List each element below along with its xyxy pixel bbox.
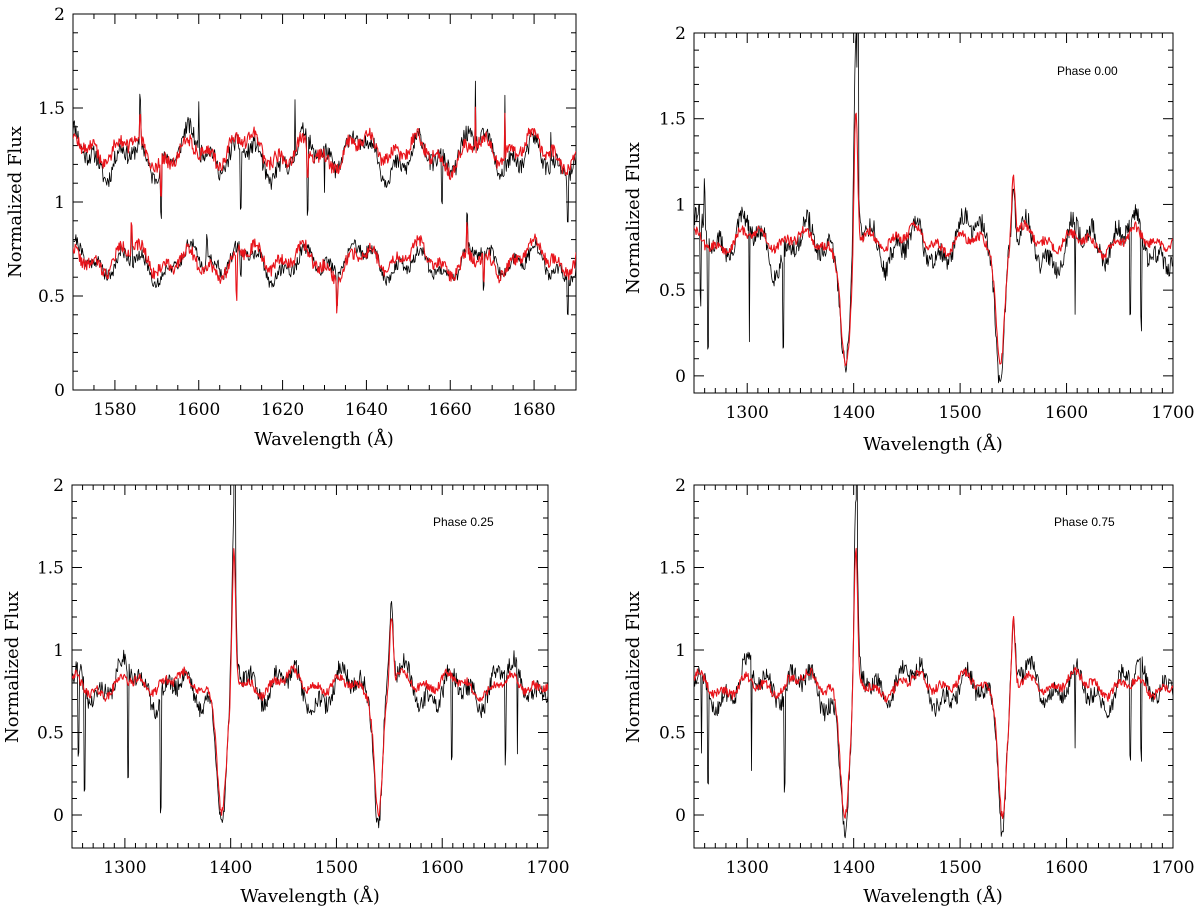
- x-tick-labels: 1580 1600 1620 1640 1660 1680: [93, 400, 555, 420]
- x-tick-label: 1660: [429, 400, 472, 420]
- y-tick-label: 1: [675, 195, 686, 215]
- y-tick-labels: 0 0.5 1 1.5 2: [37, 476, 64, 826]
- x-tick-label: 1680: [512, 400, 555, 420]
- y-axis-label: Normalized Flux: [623, 142, 644, 294]
- y-tick-labels: 0 0.5 1 1.5 2: [659, 24, 686, 387]
- x-tick-label: 1620: [261, 400, 304, 420]
- y-tick-label: 1.5: [38, 99, 65, 119]
- y-tick-label: 0.5: [38, 287, 65, 307]
- observed-spectrum-line: [694, 485, 1173, 839]
- x-tick-label: 1400: [832, 403, 875, 423]
- y-tick-label: 0.5: [659, 724, 686, 744]
- plot-frame: [72, 13, 577, 391]
- x-tick-label: 1400: [209, 858, 252, 878]
- y-tick-label: 0: [53, 806, 64, 826]
- tick-marks: [72, 13, 577, 391]
- plot-frame: [71, 484, 549, 849]
- y-tick-label: 2: [675, 24, 686, 44]
- y-tick-label: 2: [54, 5, 65, 25]
- x-axis-label: Wavelength (Å): [863, 433, 1003, 455]
- x-tick-label: 1600: [1045, 403, 1088, 423]
- model-spectrum-line: [72, 548, 548, 817]
- phase-annotation: Phase 0.75: [1054, 515, 1115, 529]
- x-tick-label: 1500: [938, 403, 981, 423]
- model-spectrum-line: [694, 112, 1173, 367]
- x-tick-label: 1300: [103, 858, 146, 878]
- x-tick-label: 1580: [93, 400, 136, 420]
- y-tick-labels: 0 0.5 1 1.5 2: [659, 476, 686, 826]
- panel-top-left: 1580 1600 1620 1640 1660 1680 0 0.5 1 1.5 2 Wavel…: [5, 5, 577, 450]
- observed-spectrum-line: [694, 33, 1173, 384]
- series-group: [694, 485, 1173, 839]
- x-tick-label: 1500: [315, 858, 358, 878]
- y-tick-label: 2: [53, 476, 64, 496]
- y-tick-label: 0.5: [37, 724, 64, 744]
- x-tick-labels: 1300 1400 1500 1600 1700: [103, 858, 569, 878]
- x-tick-label: 1700: [1151, 858, 1194, 878]
- tick-marks: [693, 32, 1174, 394]
- tick-marks: [693, 484, 1174, 849]
- x-axis-label: Wavelength (Å): [863, 885, 1003, 907]
- x-tick-label: 1500: [938, 858, 981, 878]
- x-axis-label: Wavelength (Å): [240, 885, 380, 907]
- panel-top-right: 1300 1400 1500 1600 1700 0 0.5 1 1.5 2 Wavelengt…: [623, 24, 1195, 455]
- y-tick-label: 0: [54, 381, 65, 401]
- series-group: [73, 80, 576, 316]
- x-tick-label: 1300: [726, 858, 769, 878]
- x-tick-label: 1600: [177, 400, 220, 420]
- y-tick-label: 1: [675, 641, 686, 661]
- y-tick-label: 1.5: [659, 559, 686, 579]
- x-tick-label: 1600: [421, 858, 464, 878]
- y-tick-label: 1: [54, 193, 65, 213]
- y-tick-label: 0: [675, 806, 686, 826]
- x-tick-labels: 1300 1400 1500 1600 1700: [726, 403, 1195, 423]
- series-group: [72, 485, 548, 829]
- model-spectrum-line: [694, 547, 1173, 820]
- panel-bottom-left: 1300 1400 1500 1600 1700 0 0.5 1 1.5 2 Wavelengt…: [2, 476, 570, 907]
- y-tick-label: 1.5: [659, 110, 686, 130]
- model-spectrum-line: [73, 222, 576, 314]
- x-axis-label: Wavelength (Å): [254, 428, 394, 450]
- y-tick-label: 1: [53, 641, 64, 661]
- y-axis-label: Normalized Flux: [623, 591, 644, 743]
- panel-bottom-right: 1300 1400 1500 1600 1700 0 0.5 1 1.5 2 Wavelengt…: [623, 476, 1195, 907]
- y-tick-labels: 0 0.5 1 1.5 2: [38, 5, 65, 401]
- y-axis-label: Normalized Flux: [5, 126, 26, 278]
- y-tick-label: 0.5: [659, 281, 686, 301]
- phase-annotation: Phase 0.25: [433, 515, 494, 529]
- x-tick-label: 1640: [345, 400, 388, 420]
- phase-annotation: Phase 0.00: [1057, 64, 1118, 78]
- x-tick-labels: 1300 1400 1500 1600 1700: [726, 858, 1195, 878]
- y-tick-label: 0: [675, 367, 686, 387]
- model-spectrum-line: [73, 106, 576, 197]
- x-tick-label: 1300: [726, 403, 769, 423]
- plot-frame: [693, 32, 1174, 394]
- tick-marks: [71, 484, 549, 849]
- x-tick-label: 1700: [526, 858, 569, 878]
- y-axis-label: Normalized Flux: [2, 591, 23, 743]
- y-tick-label: 2: [675, 476, 686, 496]
- series-group: [694, 33, 1173, 384]
- x-tick-label: 1600: [1045, 858, 1088, 878]
- x-tick-label: 1700: [1151, 403, 1194, 423]
- plot-frame: [693, 484, 1174, 849]
- y-tick-label: 1.5: [37, 559, 64, 579]
- x-tick-label: 1400: [832, 858, 875, 878]
